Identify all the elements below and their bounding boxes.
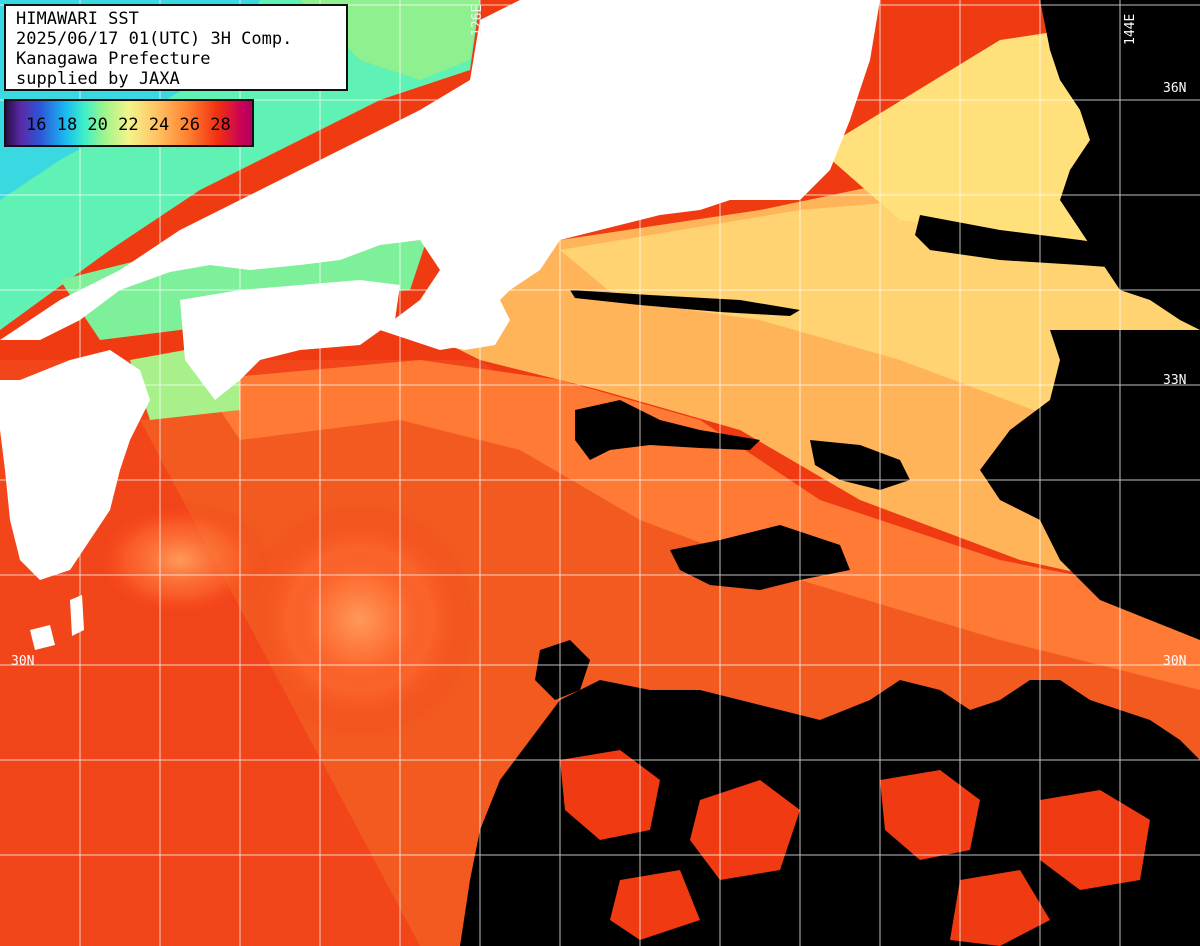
land-kii-peninsula <box>420 290 510 350</box>
temperature-legend: 16 18 20 22 24 26 28 <box>4 99 254 147</box>
land-yakushima <box>70 595 84 636</box>
land-honshu <box>0 0 880 350</box>
lat-label-33n: 33N <box>1163 373 1187 388</box>
title-supplier: supplied by JAXA <box>16 69 180 89</box>
lat-label-30n-left: 30N <box>11 654 35 669</box>
land-shikoku <box>180 280 400 400</box>
lat-label-30n-right: 30N <box>1163 654 1187 669</box>
land-tanegashima <box>30 625 55 650</box>
land-masses <box>0 0 880 650</box>
sst-patches-south <box>560 750 1150 946</box>
lat-label-36n: 36N <box>1163 81 1187 96</box>
land-kyushu <box>0 350 150 580</box>
legend-scale-labels: 16 18 20 22 24 26 28 <box>26 115 231 135</box>
title-timestamp: 2025/06/17 01(UTC) 3H Comp. <box>16 29 293 49</box>
title-region: Kanagawa Prefecture <box>16 49 211 69</box>
cloud-band-north <box>915 215 1150 270</box>
cloud-band-middle <box>575 400 760 460</box>
lon-label-126e: 126E <box>470 4 485 36</box>
lon-label-144e: 144E <box>1123 13 1138 45</box>
land-oki <box>480 155 498 180</box>
title-box: HIMAWARI SST 2025/06/17 01(UTC) 3H Comp.… <box>4 4 348 91</box>
title-product: HIMAWARI SST <box>16 9 139 29</box>
